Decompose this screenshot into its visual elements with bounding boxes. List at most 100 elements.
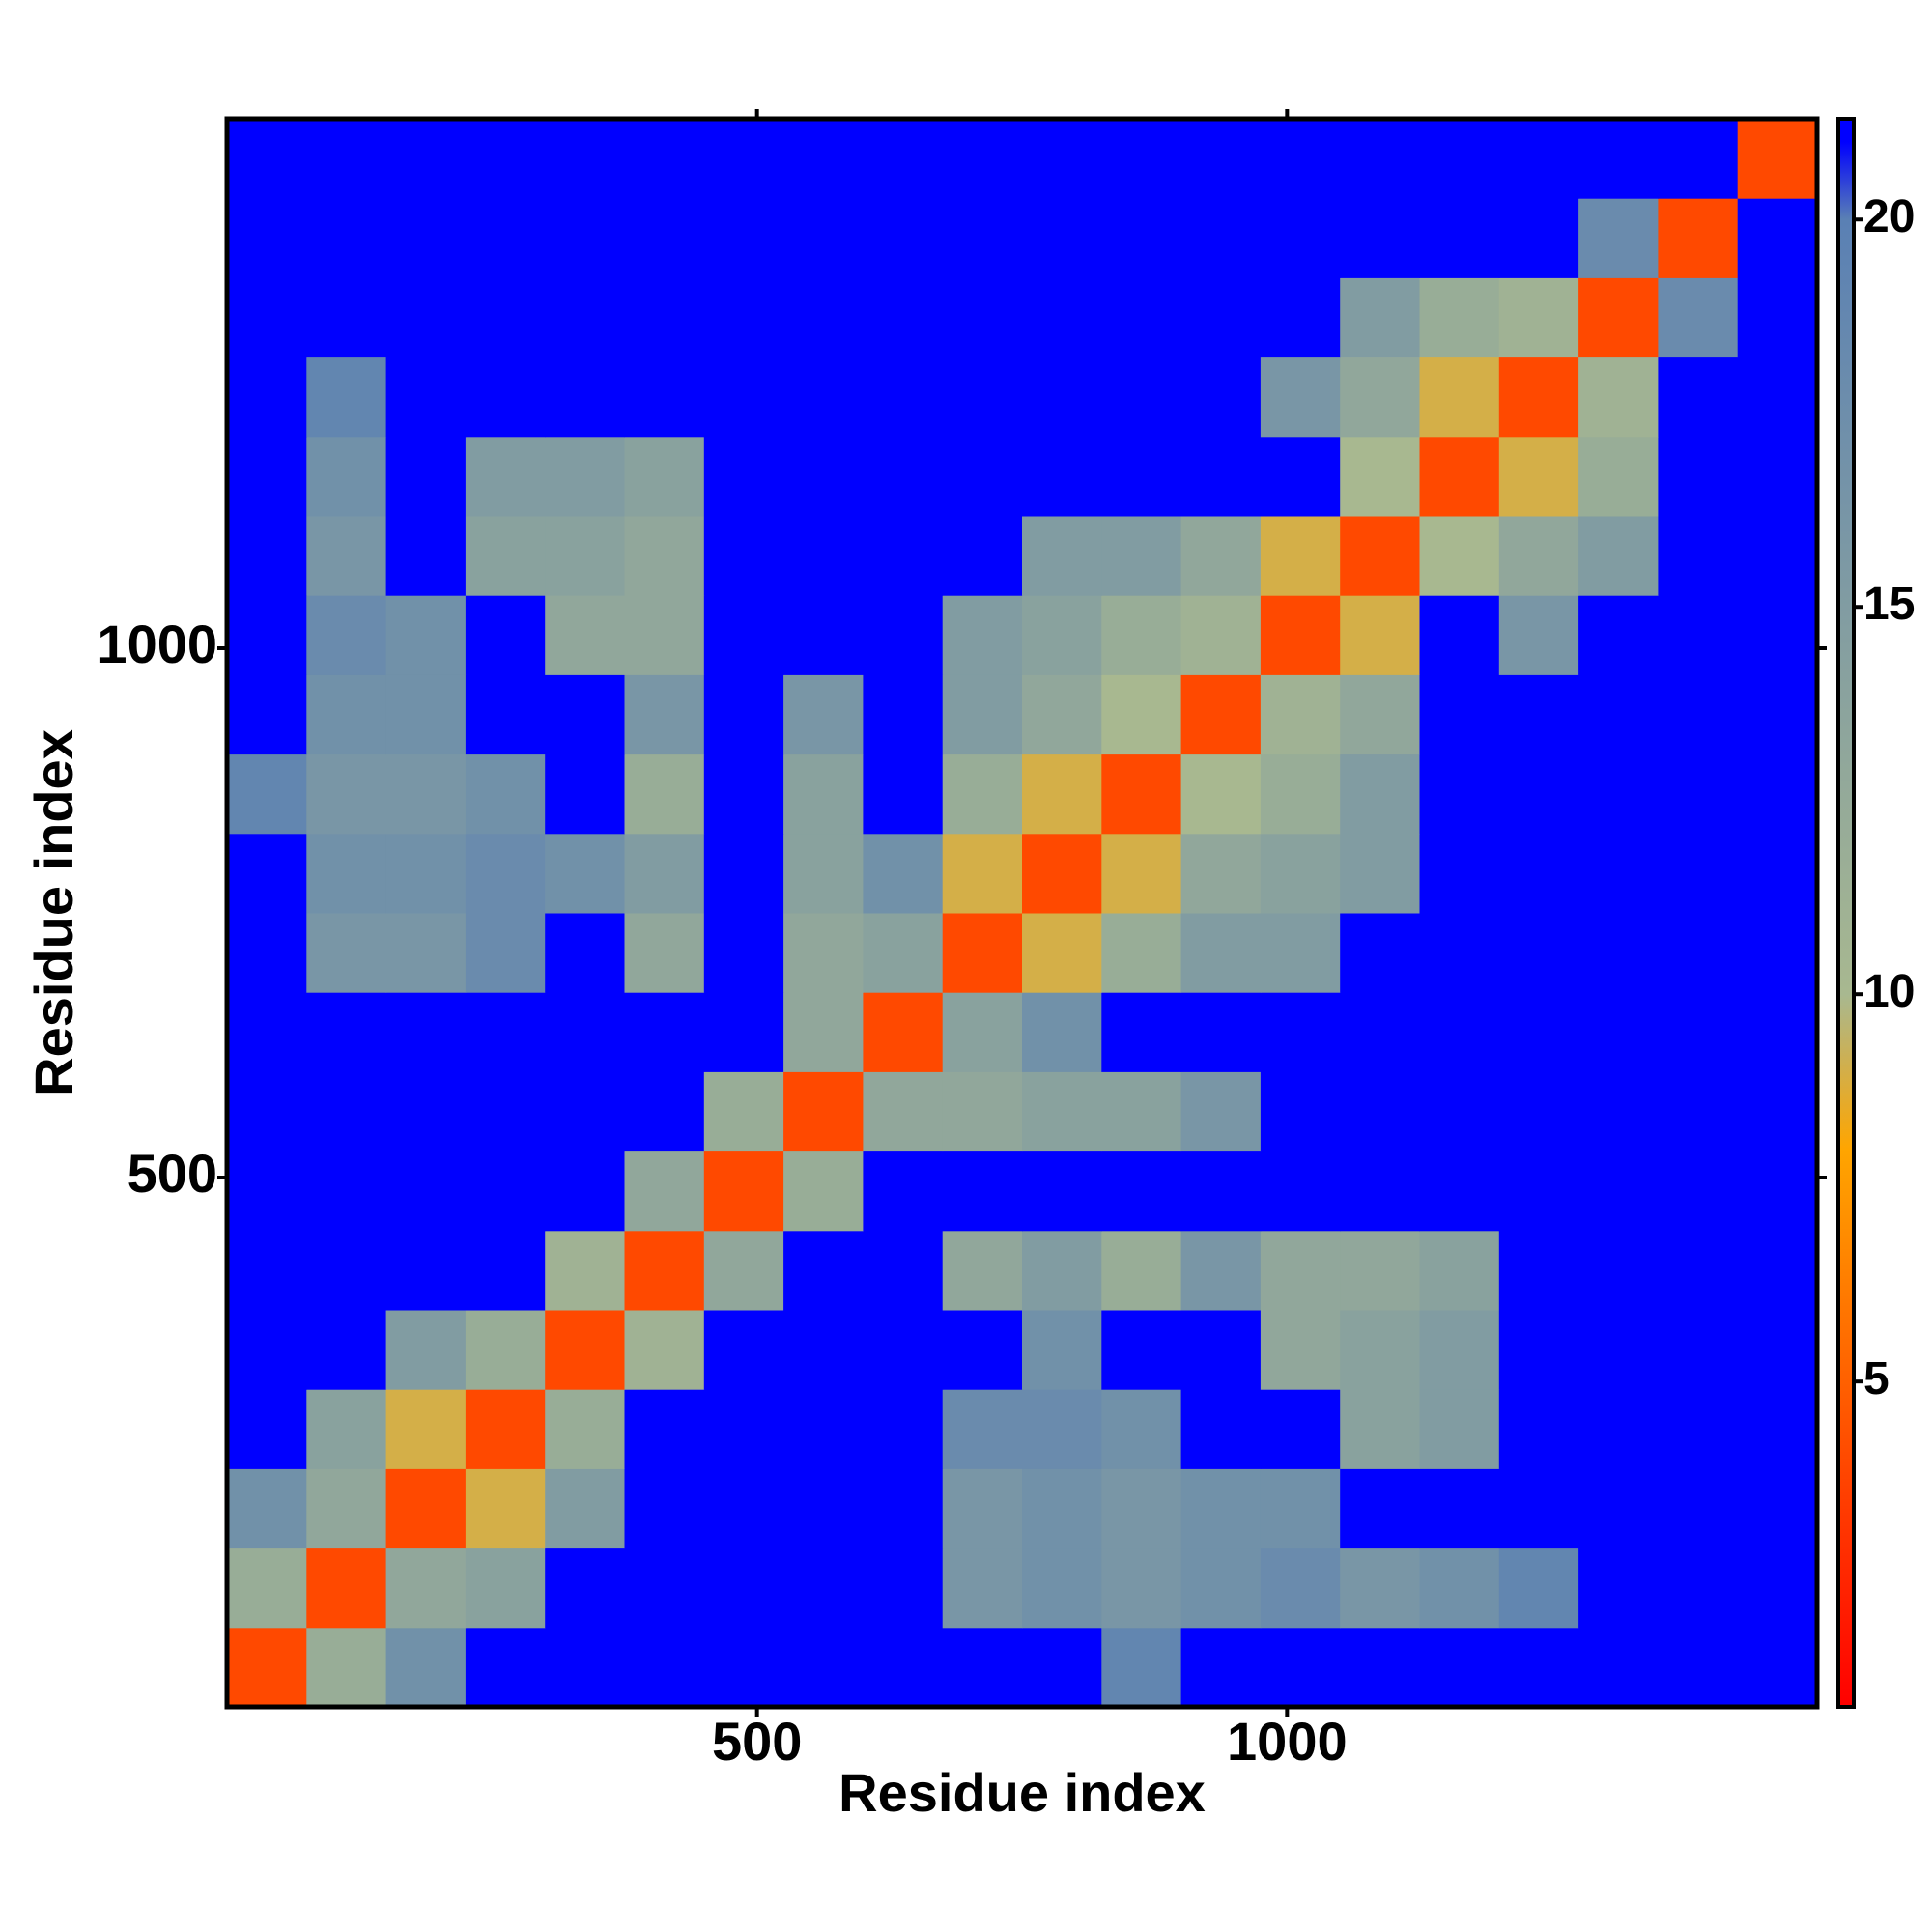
heatmap-cell <box>1101 1151 1182 1232</box>
heatmap-cell <box>227 1310 307 1390</box>
heatmap-cell <box>624 1468 705 1549</box>
heatmap-cell <box>703 1548 784 1629</box>
heatmap-cell <box>1260 674 1341 755</box>
heatmap-cell <box>1419 674 1500 755</box>
heatmap-cell <box>624 1071 705 1152</box>
heatmap-cell <box>545 1627 625 1708</box>
heatmap-cell <box>1737 674 1818 755</box>
heatmap-cell <box>545 356 625 438</box>
heatmap-cell <box>1260 198 1341 278</box>
heatmap-cell <box>1340 913 1420 993</box>
heatmap-cell <box>1419 436 1500 517</box>
heatmap-cell <box>942 436 1023 517</box>
heatmap-cell <box>227 119 307 199</box>
heatmap-cell <box>385 992 467 1072</box>
heatmap-cell <box>1737 198 1818 278</box>
heatmap-cell <box>1737 753 1818 835</box>
heatmap-cell <box>1340 1310 1420 1390</box>
heatmap-cell <box>1658 913 1739 993</box>
heatmap-cell <box>306 516 387 596</box>
heatmap-cell <box>1340 198 1420 278</box>
heatmap-cell <box>1658 1468 1739 1549</box>
heatmap-cell <box>1658 198 1739 278</box>
heatmap-cell <box>1022 833 1102 914</box>
heatmap-cell <box>1180 674 1262 755</box>
heatmap-cell <box>703 595 784 675</box>
heatmap-cell <box>1578 1151 1659 1232</box>
heatmap-cell <box>624 277 705 358</box>
heatmap-cell <box>624 436 705 517</box>
heatmap-cell <box>1101 1627 1182 1708</box>
heatmap-cell <box>624 913 705 993</box>
heatmap-cell <box>385 119 467 199</box>
heatmap-cell <box>942 1151 1023 1232</box>
heatmap-cell <box>863 516 944 596</box>
heatmap-cell <box>465 1151 546 1232</box>
heatmap-cell <box>465 913 546 993</box>
heatmap-cell <box>1101 1310 1182 1390</box>
heatmap-cell <box>1498 119 1579 199</box>
heatmap-cell <box>703 1389 784 1469</box>
heatmap-cell <box>227 992 307 1072</box>
heatmap-cell <box>385 1151 467 1232</box>
heatmap-cell <box>1260 1627 1341 1708</box>
heatmap-cell <box>783 119 864 199</box>
heatmap-cell <box>703 1151 784 1232</box>
heatmap-cell <box>1101 277 1182 358</box>
heatmap-cell <box>1260 1389 1341 1469</box>
heatmap-cell <box>1498 753 1579 835</box>
heatmap-cell <box>1737 436 1818 517</box>
heatmap-cell <box>863 913 944 993</box>
x-tick-label: 500 <box>712 1711 802 1772</box>
heatmap-cell <box>1180 1151 1262 1232</box>
plot-frame <box>224 116 1820 1710</box>
heatmap-cell <box>545 1230 625 1311</box>
heatmap-cell <box>783 198 864 278</box>
heatmap-cell <box>1419 198 1500 278</box>
heatmap-cell <box>1658 436 1739 517</box>
heatmap-cell <box>1340 1468 1420 1549</box>
heatmap-cell <box>783 1627 864 1708</box>
heatmap-cell <box>1578 356 1659 438</box>
heatmap-cell <box>465 436 546 517</box>
heatmap-cell <box>624 674 705 755</box>
heatmap-cell <box>1101 1468 1182 1549</box>
heatmap-cell <box>863 992 944 1072</box>
heatmap-cell <box>465 277 546 358</box>
heatmap-cell <box>227 436 307 517</box>
heatmap-cell <box>863 1071 944 1152</box>
heatmap-cell <box>942 277 1023 358</box>
heatmap-cell <box>306 1627 387 1708</box>
heatmap-cell <box>1022 753 1102 835</box>
heatmap-cell <box>1101 913 1182 993</box>
heatmap-cell <box>703 753 784 835</box>
heatmap-cell <box>227 833 307 914</box>
heatmap-cell <box>783 356 864 438</box>
heatmap-cell <box>1737 1230 1818 1311</box>
heatmap-cell <box>1022 198 1102 278</box>
heatmap-cell <box>1260 1310 1341 1390</box>
heatmap-cell <box>1260 1151 1341 1232</box>
heatmap-cell <box>545 198 625 278</box>
heatmap-cell <box>703 1310 784 1390</box>
heatmap-cell <box>1022 516 1102 596</box>
heatmap-cell <box>942 1389 1023 1469</box>
heatmap-cell <box>1419 992 1500 1072</box>
heatmap-cell <box>1498 1310 1579 1390</box>
heatmap-cell <box>385 198 467 278</box>
heatmap-cell <box>1260 595 1341 675</box>
colorbar-tick-label: 20 <box>1863 191 1915 242</box>
heatmap-cell <box>703 277 784 358</box>
heatmap-cell <box>1737 1151 1818 1232</box>
heatmap-cell <box>1419 753 1500 835</box>
heatmap-cell <box>863 674 944 755</box>
heatmap-cell <box>783 1071 864 1152</box>
heatmap-cell <box>465 119 546 199</box>
heatmap-cell <box>1180 1389 1262 1469</box>
heatmap-cell <box>1578 833 1659 914</box>
heatmap-cell <box>1578 277 1659 358</box>
heatmap-cell <box>1022 1548 1102 1629</box>
heatmap-cell <box>1340 356 1420 438</box>
heatmap-cell <box>1340 1548 1420 1629</box>
heatmap-cell <box>863 277 944 358</box>
